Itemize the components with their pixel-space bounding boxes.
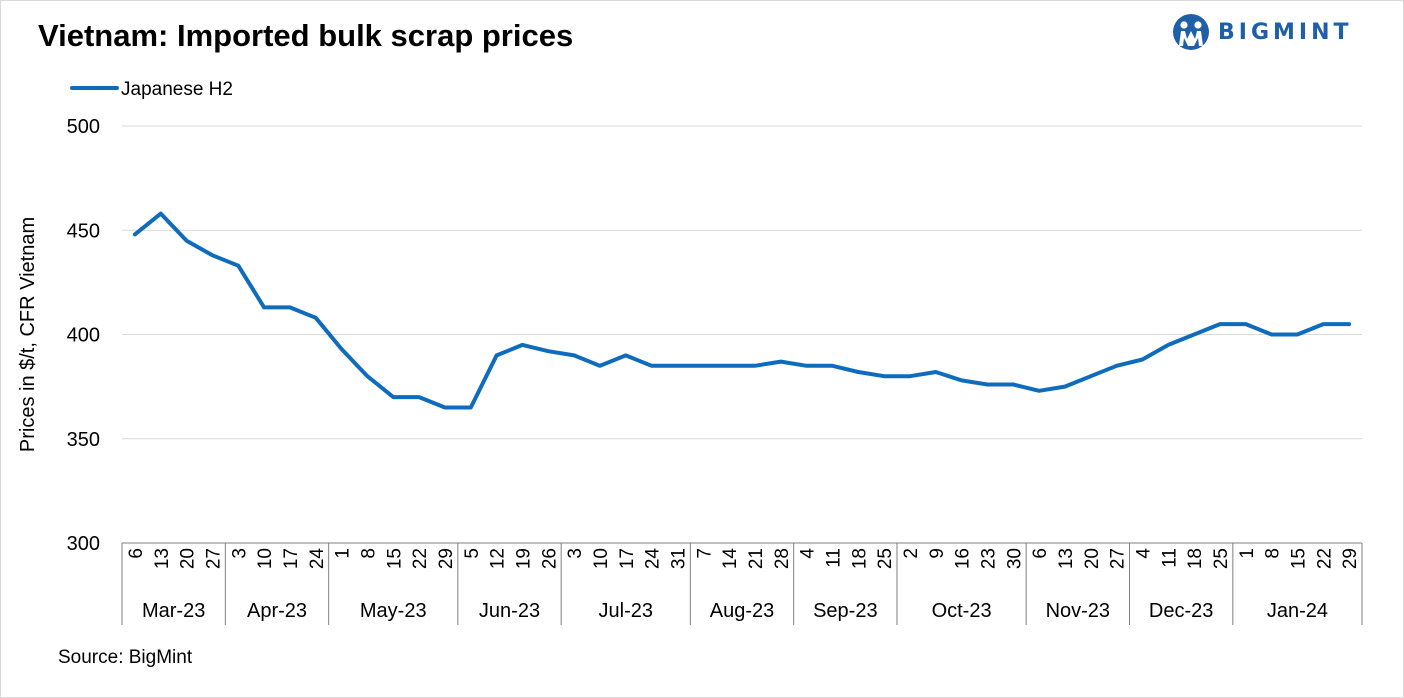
x-tick-label: 6 xyxy=(1030,548,1051,559)
x-tick-label: 28 xyxy=(772,548,793,569)
x-tick-label: 24 xyxy=(643,548,664,570)
x-tick-label: 20 xyxy=(178,548,199,569)
x-tick-label: 12 xyxy=(488,548,509,569)
x-tick-label: 13 xyxy=(152,548,173,569)
x-tick-label: 25 xyxy=(875,548,896,569)
x-tick-label: 22 xyxy=(1314,548,1335,569)
bigmint-logo: BIGMINT xyxy=(1172,12,1353,52)
x-tick-label: 11 xyxy=(823,548,844,568)
x-tick-label: 13 xyxy=(1056,548,1077,569)
month-label: Nov-23 xyxy=(1046,600,1110,622)
x-tick-label: 8 xyxy=(358,548,379,559)
y-tick-label: 500 xyxy=(67,116,100,138)
month-label: Sep-23 xyxy=(813,600,878,622)
logo-text: BIGMINT xyxy=(1218,19,1353,45)
x-tick-label: 16 xyxy=(953,548,974,569)
x-tick-label: 29 xyxy=(436,548,457,569)
month-label: Jul-23 xyxy=(599,600,653,622)
x-tick-label: 25 xyxy=(1211,548,1232,569)
month-label: Apr-23 xyxy=(247,600,307,622)
x-tick-label: 27 xyxy=(203,548,224,569)
x-tick-label: 18 xyxy=(1185,548,1206,569)
x-tick-label: 27 xyxy=(1108,548,1129,569)
x-tick-label: 31 xyxy=(668,548,689,569)
y-axis-title: Prices in $/t, CFR Vietnam xyxy=(17,217,39,452)
x-tick-label: 29 xyxy=(1340,548,1361,569)
x-tick-label: 4 xyxy=(1133,548,1154,559)
legend-label: Japanese H2 xyxy=(121,79,233,100)
x-tick-label: 21 xyxy=(746,548,767,569)
x-tick-label: 7 xyxy=(694,548,715,559)
x-tick-label: 8 xyxy=(1263,548,1284,559)
chart-title: Vietnam: Imported bulk scrap prices xyxy=(38,18,574,53)
x-tick-label: 10 xyxy=(591,548,612,569)
x-tick-label: 24 xyxy=(307,548,328,570)
month-label: Jan-24 xyxy=(1267,600,1328,622)
x-tick-label: 5 xyxy=(462,548,483,559)
y-tick-label: 450 xyxy=(67,220,100,242)
x-tick-label: 3 xyxy=(229,548,250,559)
x-tick-label: 11 xyxy=(1159,548,1180,568)
x-tick-label: 30 xyxy=(1004,548,1025,569)
y-tick-label: 400 xyxy=(67,325,100,347)
x-tick-label: 1 xyxy=(1237,548,1258,559)
x-tick-label: 1 xyxy=(333,548,354,559)
x-tick-label: 17 xyxy=(281,548,302,569)
y-tick-label: 350 xyxy=(67,429,100,451)
x-tick-label: 10 xyxy=(255,548,276,569)
x-tick-label: 18 xyxy=(849,548,870,569)
x-tick-label: 26 xyxy=(539,548,560,569)
x-tick-label: 9 xyxy=(927,548,948,559)
x-tick-label: 15 xyxy=(1288,548,1309,569)
month-label: Mar-23 xyxy=(142,600,205,622)
x-tick-label: 19 xyxy=(513,548,534,569)
month-label: Dec-23 xyxy=(1149,600,1213,622)
bigmint-logo-icon xyxy=(1173,14,1209,50)
month-label: May-23 xyxy=(360,600,427,622)
x-tick-label: 4 xyxy=(798,548,819,559)
y-tick-label: 300 xyxy=(67,533,100,555)
source-note: Source: BigMint xyxy=(58,647,193,668)
month-label: Jun-23 xyxy=(479,600,540,622)
x-tick-label: 3 xyxy=(565,548,586,559)
x-tick-label: 20 xyxy=(1082,548,1103,569)
x-tick-label: 17 xyxy=(617,548,638,569)
month-label: Aug-23 xyxy=(710,600,775,622)
month-label: Oct-23 xyxy=(932,600,992,622)
x-tick-label: 2 xyxy=(901,548,922,559)
x-tick-label: 14 xyxy=(720,548,741,570)
series-line-japanese-h2 xyxy=(132,211,1352,410)
x-tick-label: 23 xyxy=(978,548,999,569)
x-tick-label: 15 xyxy=(384,548,405,569)
x-tick-label: 6 xyxy=(126,548,147,559)
x-tick-label: 22 xyxy=(410,548,431,569)
